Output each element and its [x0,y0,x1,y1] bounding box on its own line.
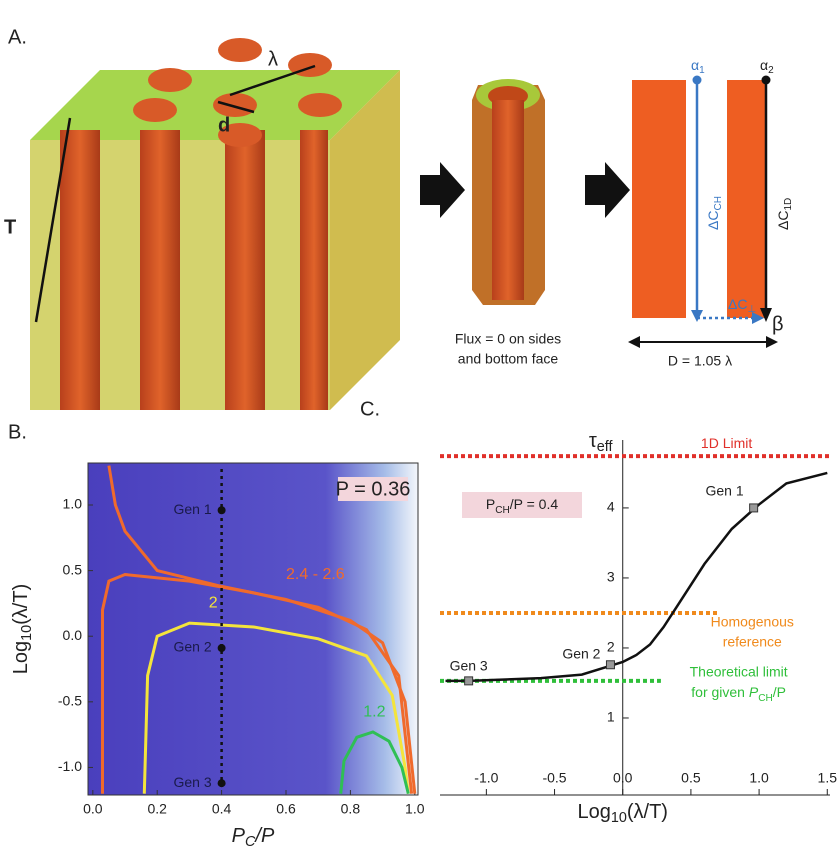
y-tick-label: 0.5 [63,561,83,577]
subscript: CH [758,693,773,704]
x-tick-label: 0.2 [147,801,167,817]
x-tick-label: -1.0 [474,770,498,786]
subscript: 1 [699,65,705,76]
subscript: 10 [19,625,35,641]
y-tick-label: -0.5 [58,693,82,709]
panel-label: A. [8,26,27,48]
x-tick-label: 0.0 [613,770,633,786]
x-tick-label: 0.5 [681,770,701,786]
x-tick-label: 0.8 [341,801,361,817]
text-part: P [232,825,246,847]
symbol: ΔC [705,211,721,230]
subscript: 2 [768,65,774,76]
y-tick-label: 3 [607,569,615,585]
point-label: Gen 2 [562,645,600,661]
y-tick-label: 1.0 [63,496,83,512]
symbol: α [691,57,699,73]
flux-note: Flux = 0 on sides [455,331,561,347]
text-part: /P [773,684,786,700]
heatmap-background [88,463,418,795]
gen-point [218,506,226,514]
porous-block [30,38,778,410]
subscript: CH [713,196,724,210]
x-tick-label: 0.6 [276,801,296,817]
t-label: T [4,216,16,238]
contour-label: 2.4 - 2.6 [286,566,345,583]
symbol: ΔC [728,296,747,312]
text-part: (λ/T) [627,801,668,823]
subscript: ⊥ [747,304,756,315]
reference-label: Homogenous [711,614,794,630]
panel-label: C. [360,398,380,420]
point-label: Gen 3 [450,658,488,674]
lambda-label: λ [268,48,278,70]
subscript: 1D [783,198,794,211]
figure: A. λ d T Flux = 0 on sides and bottom fa… [0,0,839,858]
beta-label: β [772,313,784,335]
x-tick-label: 1.5 [818,770,838,786]
alpha1: α1 [691,57,705,76]
gen-point [465,677,473,685]
reference-label: reference [723,634,782,650]
symbol: ΔC [775,211,791,230]
text-part: Log [577,801,610,823]
gen-point [218,644,226,652]
gen-point [750,504,758,512]
y-tick-label: -1.0 [58,758,82,774]
text-part: /P = 0.4 [510,496,559,512]
x-tick-label: 0.0 [83,801,103,817]
x-axis-label: Log10(λ/T) [577,801,667,826]
reference-label: Theoretical limit [690,664,788,680]
x-tick-label: 1.0 [749,770,769,786]
x-tick-label: 1.0 [405,801,425,817]
flux-note: and bottom face [458,351,559,367]
x-tick-label: -0.5 [542,770,566,786]
y-tick-label: 4 [607,499,615,515]
text-part: τ [589,430,597,452]
panel-label: B. [8,421,27,443]
reference-label: for given PCH/P [691,684,786,704]
symbol: α [760,57,768,73]
y-tick-label: 0.0 [63,627,83,643]
subscript: C [245,834,256,850]
dc-1d: ΔC1D [775,198,794,230]
gen-point [606,661,614,669]
gen-point [218,779,226,787]
text-part: /P [253,825,275,847]
dc-ch: ΔCCH [705,196,724,230]
y-tick-label: 2 [607,639,615,655]
y-axis-label: Log10(λ/T) [10,584,35,674]
point-label: Gen 3 [173,774,211,790]
subscript: CH [495,505,510,516]
y-tick-label: 1 [607,709,615,725]
contour-label: 1.2 [363,704,385,721]
y-axis-label: τeff [589,430,614,455]
x-tick-label: 0.4 [212,801,232,817]
text-part: P [486,496,495,512]
contour-label: 2 [209,595,218,612]
point-label: Gen 2 [173,639,211,655]
reference-label: 1D Limit [701,435,752,451]
point-label: Gen 1 [173,501,211,517]
d-equation: D = 1.05 λ [668,353,732,369]
point-label: Gen 1 [705,483,743,499]
annotation: P = 0.36 [336,478,411,500]
text-part: (λ/T) [10,584,32,625]
subscript: eff [597,439,614,455]
x-axis-label: PC/P [232,825,275,850]
text-part: Log [10,641,32,674]
text-part: for given [691,684,749,700]
alpha2: α2 [760,57,774,76]
subscript: 10 [611,810,627,826]
d-label: d [218,114,230,136]
